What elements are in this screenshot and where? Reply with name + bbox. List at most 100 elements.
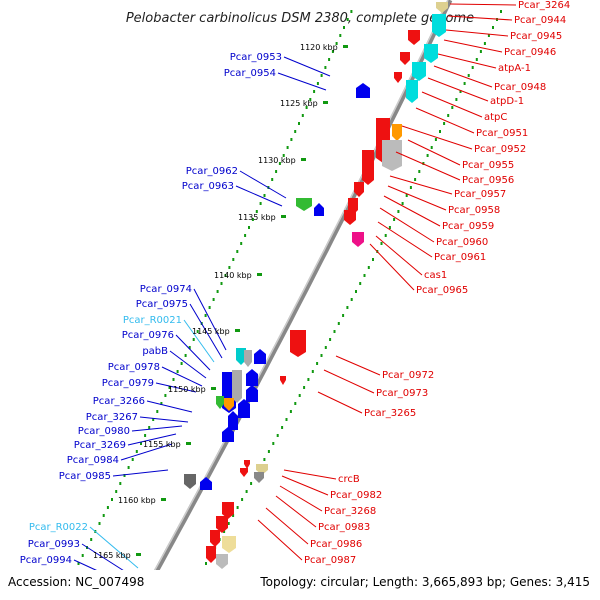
track-dot <box>248 226 250 229</box>
track-dot <box>205 562 207 565</box>
track-dot <box>176 370 179 373</box>
track-dot <box>414 178 417 181</box>
leader-line <box>169 350 207 379</box>
track-dot <box>301 114 304 117</box>
track-dot <box>418 170 421 173</box>
leader-line <box>283 56 331 77</box>
track-dot <box>236 250 239 253</box>
leader-line <box>257 519 303 561</box>
track-dot <box>232 514 235 517</box>
gene-feature <box>222 502 234 519</box>
gene-feature <box>222 536 236 553</box>
track-dot <box>405 194 408 197</box>
gene-feature <box>290 330 306 357</box>
leader-line <box>449 3 517 6</box>
track-dot <box>98 522 101 525</box>
track-dot <box>335 42 338 45</box>
gene-feature <box>352 232 364 247</box>
gene-feature <box>240 468 248 477</box>
leader-line <box>235 185 283 207</box>
track-dot <box>224 274 227 277</box>
leader-line <box>283 469 337 480</box>
gene-label-left: pabB <box>142 346 168 357</box>
gene-label-right: Pcar_0965 <box>416 285 468 296</box>
kbp-label: 1150 kbp <box>168 385 206 394</box>
leader-line <box>127 433 177 446</box>
track-dot <box>447 114 450 117</box>
footer-bg <box>0 570 600 600</box>
gene-features <box>130 2 448 600</box>
leader-line <box>183 319 215 363</box>
leader-line <box>389 175 453 195</box>
leader-line <box>369 243 415 291</box>
gene-feature <box>356 83 370 98</box>
track-dot <box>311 370 314 373</box>
gene-feature <box>210 530 220 547</box>
track-dot <box>263 194 266 197</box>
track-dot <box>463 82 466 85</box>
leader-line <box>383 195 441 227</box>
gene-label-right: crcB <box>338 474 360 485</box>
track-dot <box>388 226 391 229</box>
leader-line <box>395 151 461 181</box>
track-dot <box>307 378 310 381</box>
gene-feature <box>238 399 250 418</box>
gene-label-right: Pcar_0973 <box>376 388 428 399</box>
track-dot <box>309 98 312 101</box>
track-dot <box>451 106 454 109</box>
track-dot <box>106 506 109 509</box>
track-dot <box>434 138 437 141</box>
track-dot <box>127 466 130 469</box>
track-dot <box>259 202 262 205</box>
track-dot <box>294 130 297 133</box>
track-dot <box>324 66 327 69</box>
gene-feature <box>254 472 264 483</box>
gene-label-right: Pcar_3268 <box>324 506 376 517</box>
gene-labels: Pcar_3264 Pcar_0944 Pcar_0945 Pcar_0946 atpA… <box>20 0 570 566</box>
track-dot <box>236 506 239 509</box>
kbp-label: 1120 kbp <box>300 43 338 52</box>
kbp-tick <box>281 215 286 218</box>
leader-line <box>131 425 183 432</box>
track-dot <box>123 474 126 477</box>
gene-label-right: Pcar_0944 <box>514 15 566 26</box>
gene-label-left: Pcar_0962 <box>186 166 238 177</box>
track-dot <box>320 74 323 77</box>
track-dot <box>363 274 366 277</box>
kbp-tick <box>323 101 328 104</box>
track-dot <box>384 234 387 237</box>
leader-line <box>155 382 197 393</box>
track-dot <box>430 146 433 149</box>
gene-label-right: Pcar_0972 <box>382 370 434 381</box>
gene-feature <box>216 516 228 533</box>
track-dot <box>343 26 345 29</box>
track-dot <box>401 202 404 205</box>
leader-line <box>279 485 323 512</box>
track-dot <box>339 34 342 37</box>
gene-feature <box>436 2 448 13</box>
position-labels: 1120 kbp 1125 kbp 1130 kbp 1135 kbp 1140 kbp… <box>93 43 348 560</box>
gene-label-left: Pcar_R0022 <box>29 522 88 533</box>
track-dot <box>342 314 345 317</box>
leader-line <box>377 221 433 258</box>
track-dot <box>276 434 279 437</box>
leader-line <box>277 72 327 91</box>
leader-line <box>427 77 489 102</box>
leader-line <box>437 53 497 69</box>
track-dot <box>148 426 151 429</box>
leader-line <box>443 39 503 53</box>
track-dot <box>455 98 458 101</box>
track-dot <box>475 58 478 61</box>
backbone-highlight <box>137 0 449 600</box>
track-dot <box>286 146 289 149</box>
gene-label-left: Pcar_3267 <box>86 412 138 423</box>
track-dot <box>409 186 412 189</box>
gene-label-left: Pcar_0963 <box>182 181 234 192</box>
leader-line <box>175 334 211 371</box>
track-dot <box>267 450 270 453</box>
track-dot <box>305 106 308 109</box>
track-dot <box>313 90 316 93</box>
track-dot <box>331 50 334 53</box>
kbp-label: 1145 kbp <box>192 327 230 336</box>
topology-text: Topology: circular; Length: 3,665,893 bp… <box>259 575 590 589</box>
